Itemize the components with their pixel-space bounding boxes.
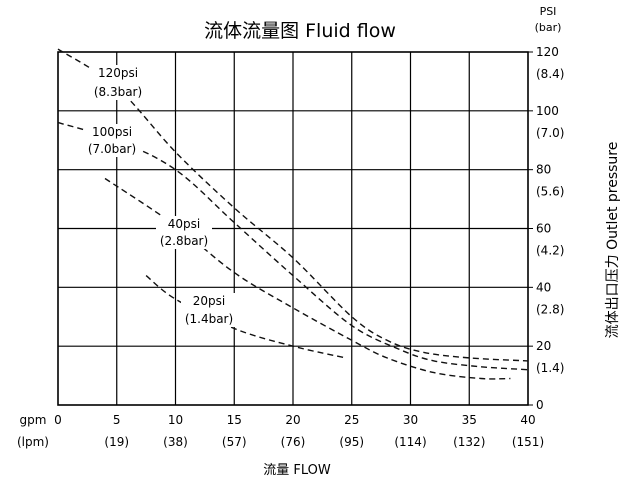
x-tick-label-lpm: (38) [163, 435, 188, 449]
series-label-psi: 120psi [98, 66, 138, 80]
series-label-bg [90, 65, 146, 100]
x-tick-label-lpm: (95) [339, 435, 364, 449]
y-tick-label-bar: (1.4) [536, 361, 564, 375]
x-tick-label-lpm: (151) [512, 435, 544, 449]
x-tick-label-gpm: 5 [113, 413, 121, 427]
y-tick-label-psi: 20 [536, 339, 551, 353]
series-labels: 120psi (8.3bar) 100psi (7.0bar) 40psi (2.8bar… [84, 65, 237, 327]
y-tick-label-psi: 40 [536, 280, 551, 294]
x-tick-label-gpm: 30 [403, 413, 418, 427]
x-tick-label-lpm: (132) [453, 435, 485, 449]
x-unit-lpm: (lpm) [17, 435, 49, 449]
y-tick-label-psi: 60 [536, 222, 551, 236]
axis-ticks: 0 5 (19) 10 (38) 15 (57) 20 (76) 25 (95) 30 (114) 35 (… [54, 45, 564, 449]
series-label-psi: 20psi [193, 294, 225, 308]
series-label-psi: 40psi [168, 217, 200, 231]
x-tick-label-gpm: 35 [462, 413, 477, 427]
x-tick-label-lpm: (76) [281, 435, 306, 449]
series-label-bar: (8.3bar) [94, 85, 142, 99]
y-tick-label-psi: 100 [536, 104, 559, 118]
y-tick-label-psi: 120 [536, 45, 559, 59]
x-tick-label-gpm: 15 [227, 413, 242, 427]
y-tick-label-psi: 0 [536, 398, 544, 412]
series-lines [57, 48, 529, 380]
y-tick-label-bar: (5.6) [536, 185, 564, 199]
x-tick-label-lpm: (114) [394, 435, 426, 449]
series-label-bg [84, 124, 140, 157]
x-tick-label-gpm: 40 [520, 413, 535, 427]
y-tick-label-bar: (7.0) [536, 126, 564, 140]
x-tick-label-gpm: 20 [285, 413, 300, 427]
x-unit-gpm: gpm [20, 413, 47, 427]
y-tick-label-psi: 80 [536, 163, 551, 177]
y-tick-label-bar: (8.4) [536, 67, 564, 81]
series-label-bg [156, 216, 212, 249]
series-line-40psi [104, 177, 511, 380]
series-line-20psi [145, 275, 347, 359]
x-tick-label-gpm: 25 [344, 413, 359, 427]
chart-title: 流体流量图 Fluid flow [204, 20, 396, 42]
y-unit-psi: PSI [540, 5, 557, 18]
y-tick-label-bar: (2.8) [536, 302, 564, 316]
series-line-120psi [57, 48, 529, 362]
x-tick-label-gpm: 0 [54, 413, 62, 427]
x-axis-label: 流量 FLOW [263, 463, 331, 478]
series-label-psi: 100psi [92, 125, 132, 139]
x-tick-label-gpm: 10 [168, 413, 183, 427]
y-tick-label-bar: (4.2) [536, 244, 564, 258]
grid-lines [57, 51, 529, 406]
y-axis-label: 流体出口压力 Outlet pressure [605, 142, 621, 339]
series-label-bar: (1.4bar) [185, 312, 233, 326]
series-label-bg [181, 293, 237, 327]
y-unit-bar: (bar) [535, 21, 562, 34]
x-tick-label-lpm: (19) [104, 435, 129, 449]
series-label-bar: (2.8bar) [160, 234, 208, 248]
x-tick-label-lpm: (57) [222, 435, 247, 449]
series-label-bar: (7.0bar) [88, 142, 136, 156]
series-line-100psi [57, 121, 529, 371]
